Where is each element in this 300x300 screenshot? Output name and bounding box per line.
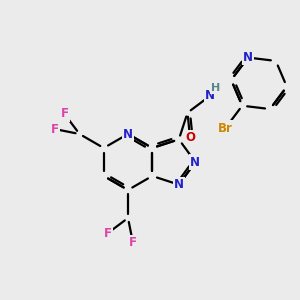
Text: N: N (174, 178, 184, 191)
Text: F: F (104, 226, 112, 240)
Text: N: N (205, 89, 215, 102)
Text: F: F (129, 236, 137, 249)
Text: N: N (190, 155, 200, 169)
Text: N: N (123, 128, 133, 140)
Text: H: H (211, 83, 220, 93)
Text: N: N (243, 51, 253, 64)
Text: Br: Br (218, 122, 233, 135)
Text: F: F (51, 123, 59, 136)
Text: F: F (60, 107, 68, 120)
Text: O: O (185, 131, 195, 144)
